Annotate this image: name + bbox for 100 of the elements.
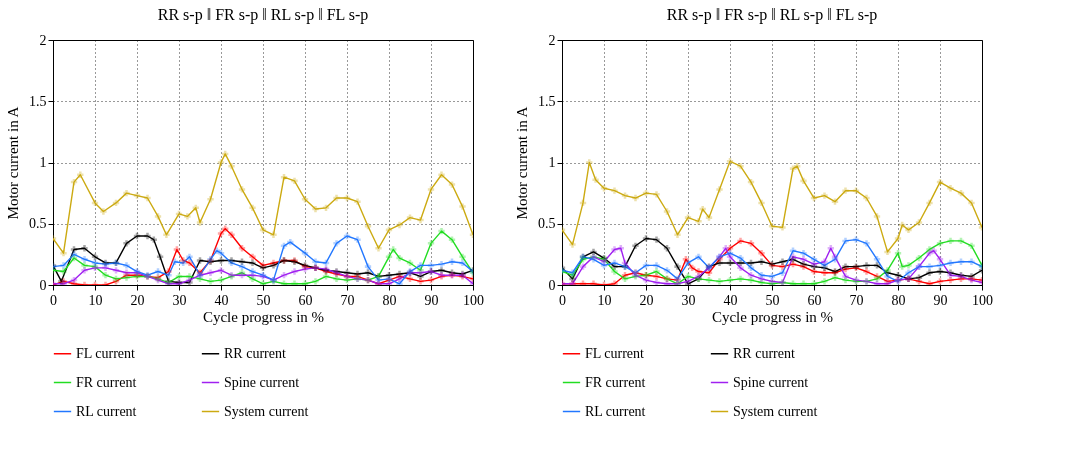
x-tick-label: 100 (972, 292, 993, 308)
legend-label: System current (224, 403, 309, 419)
x-tick-label: 40 (723, 292, 738, 308)
point (163, 231, 170, 238)
point (884, 248, 891, 256)
point (448, 236, 456, 243)
point (579, 263, 587, 270)
line-series (562, 245, 982, 285)
point (642, 235, 650, 242)
point (123, 189, 130, 197)
point (737, 254, 744, 262)
point (716, 278, 723, 285)
point (968, 199, 975, 207)
point (165, 272, 172, 279)
point (427, 186, 435, 193)
x-tick-label: 50 (765, 292, 780, 308)
y-tick-label: 0 (548, 277, 556, 293)
point (291, 177, 298, 185)
point (621, 192, 629, 199)
point (842, 237, 849, 245)
point (364, 263, 372, 270)
point (852, 236, 860, 243)
point (112, 267, 120, 274)
point (800, 249, 807, 257)
point (905, 262, 912, 269)
legend-label: RL current (585, 403, 646, 419)
point (396, 221, 403, 229)
point (779, 263, 786, 270)
point (207, 269, 214, 276)
point (747, 240, 755, 247)
point (674, 263, 681, 270)
y-tick-label: 1.5 (538, 93, 556, 109)
point (842, 273, 849, 280)
point (779, 258, 786, 265)
point (123, 262, 130, 269)
point (144, 194, 151, 202)
point (196, 257, 204, 264)
point (175, 273, 183, 280)
point (663, 245, 671, 252)
point (842, 187, 849, 194)
point (722, 245, 729, 252)
x-tick-label: 40 (214, 292, 229, 308)
point (800, 256, 807, 263)
point (77, 171, 84, 178)
point (81, 262, 88, 269)
point (758, 272, 765, 279)
point (171, 258, 178, 265)
point (312, 205, 319, 213)
point (396, 254, 403, 262)
legend-label: Spine current (224, 374, 300, 390)
x-tick-label: 80 (891, 292, 906, 308)
x-tick-label: 30 (172, 292, 187, 308)
point (249, 204, 256, 211)
point (154, 213, 162, 220)
point (213, 247, 220, 254)
x-tick-label: 60 (807, 292, 822, 308)
legend-label: FL current (585, 345, 645, 361)
point (81, 256, 88, 263)
point (695, 218, 702, 225)
point (936, 278, 944, 285)
point (873, 256, 881, 263)
y-tick-label: 0.5 (29, 216, 47, 232)
point (632, 242, 639, 249)
point (144, 232, 151, 240)
x-tick-label: 90 (933, 292, 948, 308)
x-tick-label: 70 (340, 292, 355, 308)
point (863, 194, 870, 202)
y-tick-label: 2 (39, 32, 47, 48)
y-axis-title: Motor current in A (514, 106, 530, 220)
point (810, 256, 818, 263)
point (947, 259, 954, 267)
point (333, 240, 340, 247)
chart-title: RR s-p ‖ FR s-p ‖ RL s-p ‖ FL s-p (666, 6, 878, 24)
point (611, 268, 618, 275)
point (968, 258, 975, 265)
point (291, 280, 298, 285)
x-tick-label: 100 (463, 292, 484, 308)
point (459, 253, 466, 260)
point (173, 246, 181, 253)
point (831, 274, 839, 281)
point (737, 163, 744, 170)
point (899, 263, 906, 270)
point (930, 247, 937, 254)
point (726, 158, 734, 165)
point (364, 269, 372, 276)
point (312, 278, 319, 285)
point (438, 227, 445, 235)
point (448, 258, 456, 265)
x-tick-label: 20 (639, 292, 654, 308)
point (915, 274, 923, 281)
point (228, 163, 235, 170)
point (60, 262, 67, 269)
point (165, 268, 172, 275)
y-tick-label: 1 (39, 155, 47, 170)
point (102, 272, 109, 279)
point (936, 240, 944, 247)
point (406, 214, 414, 221)
point (586, 159, 593, 166)
point (884, 273, 891, 280)
x-tick-label: 10 (597, 292, 612, 308)
